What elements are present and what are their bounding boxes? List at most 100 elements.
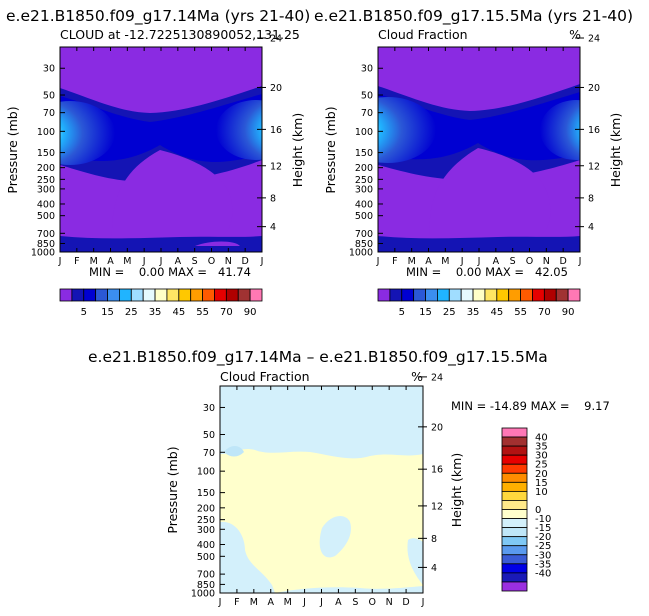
x-tick-label: N — [543, 256, 550, 267]
x-tick-label: O — [369, 597, 376, 608]
jet-core-left — [60, 101, 115, 165]
colorbar-swatch — [501, 445, 528, 456]
colorbar-swatch — [130, 288, 144, 302]
colorbar-swatch — [532, 288, 545, 302]
panel-c-ticks: J F M A M J J A S O N D J305070100150200250300400500… — [191, 372, 443, 608]
colorbar-swatch — [501, 581, 528, 592]
colorbar-label: 35 — [535, 442, 548, 453]
mid-tropo-minimum — [429, 148, 551, 236]
colorbar-swatch — [472, 288, 486, 302]
y-tick-label: 250 — [355, 175, 373, 186]
y-tick-label: 250 — [197, 515, 215, 526]
panel-b: e.e21.B1850.f09_g17.15.5Ma (yrs 21-40) C… — [314, 7, 633, 318]
y-tick-label: 500 — [37, 211, 55, 222]
colorbar-swatch — [501, 518, 528, 529]
x-tick-label: J — [260, 256, 264, 267]
colorbar-swatch — [214, 288, 227, 302]
panel-b-colorbar: 5 15 25 35 45 55 70 90 — [377, 288, 581, 318]
y2-tick-label: 4 — [431, 563, 437, 574]
y-tick-label: 100 — [37, 127, 55, 138]
y-tick-label: 400 — [197, 540, 215, 551]
x-tick-label: A — [335, 597, 342, 608]
x-tick-label: F — [392, 256, 397, 267]
panel-c-contour-field — [220, 386, 423, 593]
y-tick-label: 400 — [355, 199, 373, 210]
x-tick-label: J — [421, 597, 425, 608]
jet-core-right — [216, 100, 262, 160]
x-tick-label: D — [242, 256, 249, 267]
midlevel-negative — [319, 516, 351, 558]
panel-b-stats: MIN = 0.00 MAX = 42.05 — [406, 265, 568, 279]
colorbar-swatch — [95, 288, 108, 302]
x-tick-label: N — [225, 256, 232, 267]
colorbar-swatch — [501, 536, 528, 547]
colorbar-label: 25 — [443, 307, 456, 318]
panel-a-ticks: J F M A M J J A S O N D J305070100150200250300400500… — [31, 33, 282, 267]
y-tick-label: 70 — [361, 108, 373, 119]
y-tick-label: 150 — [197, 488, 215, 499]
upper-negative-region — [220, 386, 423, 459]
mid-tropo-minimum — [112, 150, 233, 236]
y-tick-label: 400 — [37, 199, 55, 210]
panel-a-title: e.e21.B1850.f09_g17.14Ma (yrs 21-40) — [6, 7, 310, 26]
panel-c-subtitle-right: % — [411, 369, 423, 384]
colorbar-label: 35 — [467, 307, 480, 318]
x-tick-label: M — [408, 256, 416, 267]
colorbar-label: 35 — [149, 307, 162, 318]
panel-c-ylabel: Pressure (mb) — [165, 446, 180, 533]
colorbar-label: 45 — [172, 307, 185, 318]
colorbar-label: 0 — [535, 505, 541, 516]
panel-b-title: e.e21.B1850.f09_g17.15.5Ma (yrs 21-40) — [314, 7, 633, 26]
y2-tick-label: 20 — [431, 422, 443, 433]
y-tick-label: 70 — [43, 108, 55, 119]
x-tick-label: N — [386, 597, 393, 608]
y2-tick-label: 12 — [431, 501, 443, 512]
x-tick-label: J — [477, 256, 481, 267]
colorbar-swatch — [377, 288, 391, 302]
panel-c-stats: MIN = -14.89 MAX = 9.17 — [451, 399, 610, 413]
colorbar-swatch — [154, 288, 168, 302]
right-negative-sliver — [407, 538, 423, 585]
y2-tick-label: 12 — [270, 161, 282, 172]
y2-tick-label: 24 — [270, 33, 282, 44]
y-tick-label: 50 — [43, 91, 55, 102]
y2-tick-label: 16 — [588, 125, 600, 136]
colorbar-swatch — [501, 563, 528, 574]
panel-b-subtitle-left: Cloud Fraction — [378, 27, 468, 42]
colorbar-swatch — [555, 288, 569, 302]
panel-b-contour-field — [378, 47, 580, 252]
colorbar-label: 90 — [562, 307, 575, 318]
x-tick-label: M — [250, 597, 258, 608]
panel-a: e.e21.B1850.f09_g17.14Ma (yrs 21-40) CLO… — [5, 7, 310, 318]
x-tick-label: F — [74, 256, 79, 267]
small-negative-cell — [224, 446, 244, 457]
colorbar-swatch — [413, 288, 426, 302]
surface-patch — [195, 241, 240, 246]
y2-tick-label: 24 — [588, 33, 600, 44]
colorbar-swatch — [237, 288, 251, 302]
colorbar-swatch — [501, 490, 528, 501]
colorbar-label: 15 — [101, 307, 114, 318]
x-tick-label: J — [376, 256, 380, 267]
x-tick-label: M — [123, 256, 131, 267]
colorbar-label: 10 — [535, 487, 548, 498]
x-tick-label: J — [142, 256, 146, 267]
colorbar-swatch — [501, 481, 528, 492]
x-tick-label: M — [284, 597, 292, 608]
y2-tick-label: 4 — [588, 222, 594, 233]
colorbar-swatch — [520, 288, 533, 302]
colorbar-swatch — [501, 472, 528, 483]
panel-a-ylabel: Pressure (mb) — [5, 106, 20, 193]
colorbar-label: -15 — [535, 523, 551, 534]
colorbar-label: 55 — [196, 307, 209, 318]
panel-b-subtitle-right: % — [569, 27, 581, 42]
y2-tick-label: 20 — [588, 83, 600, 94]
x-tick-label: S — [192, 256, 198, 267]
y2-tick-label: 8 — [270, 193, 276, 204]
y-tick-label: 700 — [355, 229, 373, 240]
surface-negative — [275, 586, 423, 593]
colorbar-swatch — [501, 454, 528, 465]
colorbar-swatch — [249, 288, 263, 302]
